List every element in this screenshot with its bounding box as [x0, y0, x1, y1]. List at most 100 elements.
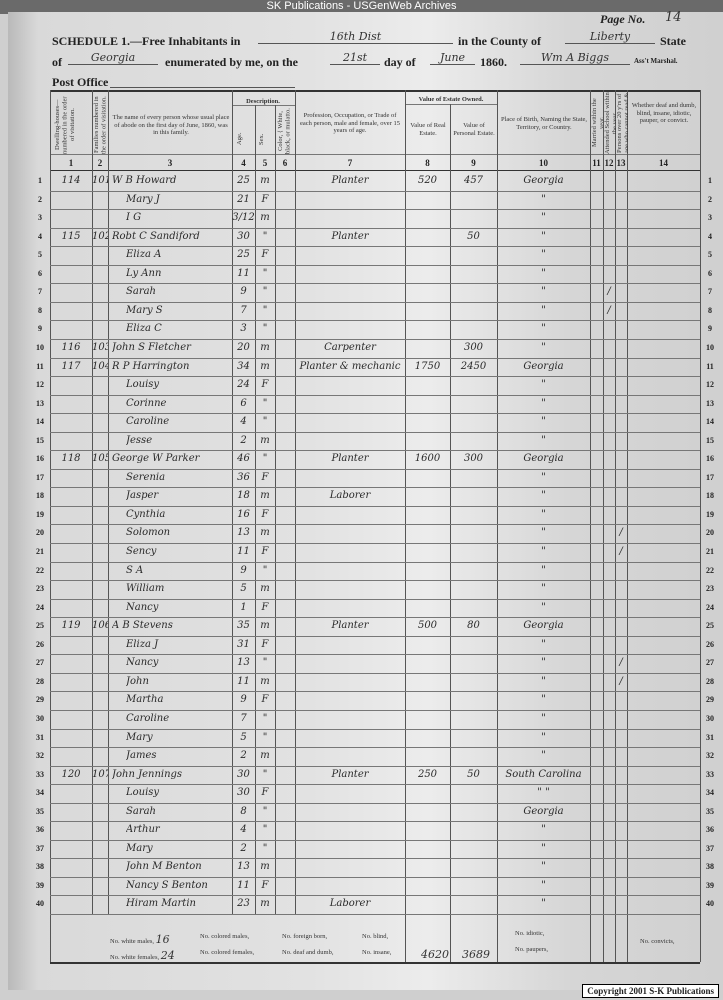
- person-name: Eliza J: [126, 639, 159, 650]
- schedule-title: SCHEDULE 1.—Free Inhabitants in: [52, 34, 241, 48]
- age: 16: [237, 509, 250, 520]
- line-number-left: 2: [38, 195, 42, 204]
- family-number: 107: [92, 769, 108, 780]
- idiotic-label: No. idiotic,: [515, 930, 545, 937]
- birthplace: ": [541, 268, 546, 279]
- real-estate-value: 520: [417, 175, 438, 186]
- colored-males-label: No. colored males,: [200, 933, 250, 940]
- column-number: 5: [262, 158, 268, 168]
- row-rule: [50, 228, 700, 229]
- row-rule: [50, 506, 700, 507]
- sex: ": [262, 398, 268, 409]
- line-number-left: 24: [36, 603, 44, 612]
- line-number-left: 16: [36, 454, 44, 463]
- person-name: Sarah: [126, 286, 156, 297]
- line-number-left: 21: [36, 547, 44, 556]
- line-number-left: 7: [38, 287, 42, 296]
- line-number-left: 11: [36, 362, 44, 371]
- column-number: 3: [167, 158, 173, 168]
- line-number-left: 6: [38, 269, 42, 278]
- sex: m: [260, 527, 270, 538]
- row-rule: [50, 654, 700, 655]
- sex: m: [260, 175, 270, 186]
- birthplace: ": [541, 639, 546, 650]
- occupation: Planter: [331, 175, 369, 186]
- person-name: Nancy: [126, 657, 159, 668]
- illiterate-mark: /: [619, 676, 623, 687]
- post-office-label: Post Office: [52, 75, 109, 89]
- footer-divider: [627, 914, 628, 962]
- age: 6: [240, 398, 247, 409]
- row-rule: [50, 432, 700, 433]
- person-name: A B Stevens: [112, 620, 173, 631]
- state-label: State: [660, 34, 686, 48]
- real-estate-total: 4620: [421, 948, 449, 961]
- district: 16th Dist: [258, 30, 453, 44]
- family-number: 103: [92, 342, 108, 353]
- birthplace: ": [541, 583, 546, 594]
- illiterate-mark: /: [619, 657, 623, 668]
- column-divider: [50, 90, 51, 962]
- birthplace: ": [541, 824, 546, 835]
- sex: F: [261, 472, 269, 483]
- person-name: W B Howard: [112, 175, 177, 186]
- row-rule: [50, 209, 700, 210]
- person-name: Caroline: [126, 713, 170, 724]
- person-name: Mary: [126, 843, 153, 854]
- row-rule: [50, 320, 700, 321]
- header-dwelling: Dwelling-houses—numbered in the order of…: [54, 96, 76, 154]
- blind-label: No. blind,: [362, 933, 389, 940]
- header-illiterate: Persons over 20 y'rs of age who cannot r…: [616, 92, 628, 154]
- age: 30: [237, 787, 250, 798]
- line-number-right: 38: [706, 862, 714, 871]
- personal-estate-value: 300: [463, 342, 484, 353]
- row-rule: [50, 358, 700, 359]
- row-rule: [50, 487, 700, 488]
- footer-divider: [497, 914, 498, 962]
- age: 8: [240, 806, 247, 817]
- line-number-left: 23: [36, 584, 44, 593]
- line-number-right: 13: [706, 399, 714, 408]
- line-number-left: 29: [36, 695, 44, 704]
- row-rule: [50, 283, 700, 284]
- header-real-estate: Value of Real Estate.: [410, 122, 446, 137]
- sex: F: [261, 787, 269, 798]
- sex: F: [261, 379, 269, 390]
- person-name: Nancy: [126, 602, 159, 613]
- row-rule: [50, 840, 700, 841]
- column-number: 4: [241, 158, 246, 168]
- line-number-left: 38: [36, 862, 44, 871]
- line-number-right: 35: [706, 807, 714, 816]
- line-number-right: 31: [706, 733, 714, 742]
- age: 9: [240, 286, 247, 297]
- footer-divider: [615, 914, 616, 962]
- row-rule: [50, 562, 700, 563]
- age: 31: [237, 639, 250, 650]
- age: 4: [240, 416, 247, 427]
- header-family: Families numbered in the order of visita…: [93, 96, 107, 154]
- age: 34: [237, 361, 250, 372]
- footer-white-females: No. white females, 24: [110, 949, 175, 962]
- header-birthplace: Place of Birth, Naming the State, Territ…: [500, 116, 588, 131]
- line-number-left: 20: [36, 528, 44, 537]
- person-name: Louisy: [126, 787, 160, 798]
- line-number-left: 37: [36, 844, 44, 853]
- column-number: 11: [592, 158, 601, 168]
- sex: m: [260, 342, 270, 353]
- sex: ": [262, 769, 268, 780]
- family-number: 104: [92, 361, 108, 372]
- birthplace: ": [541, 713, 546, 724]
- estate-rule: [405, 104, 497, 105]
- row-rule: [50, 376, 700, 377]
- age: 25: [237, 249, 250, 260]
- column-number-rule: [50, 170, 700, 171]
- row-rule: [50, 395, 700, 396]
- sex: F: [261, 194, 269, 205]
- page-number-label: Page No.: [600, 12, 646, 26]
- personal-estate-value: 80: [467, 620, 480, 631]
- row-rule: [50, 599, 700, 600]
- marshal-label: Ass't Marshal.: [634, 57, 678, 65]
- row-rule: [50, 803, 700, 804]
- line-number-left: 34: [36, 788, 44, 797]
- line-number-left: 36: [36, 825, 44, 834]
